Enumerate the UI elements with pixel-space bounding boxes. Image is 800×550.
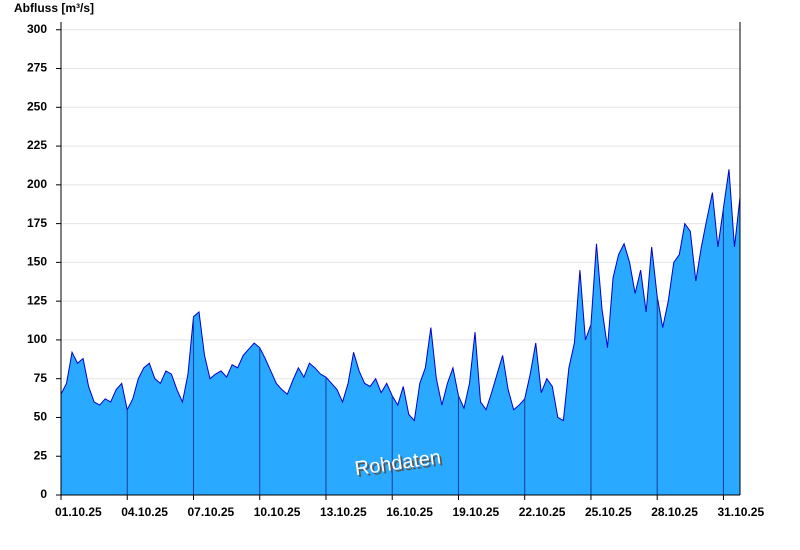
x-tick-label: 28.10.25	[651, 505, 698, 519]
y-tick-label: 125	[27, 293, 47, 307]
y-tick-label: 150	[27, 255, 47, 269]
line	[60, 169, 741, 422]
y-tick-label: 0	[40, 487, 47, 501]
y-tick-label: 300	[27, 22, 47, 36]
y-tick-label: 250	[27, 99, 47, 113]
x-tick-label: 01.10.25	[55, 505, 102, 519]
y-tick-label: 225	[27, 138, 47, 152]
y-tick-label: 175	[27, 216, 47, 230]
y-tick-label: 200	[27, 177, 47, 191]
y-tick-label: 275	[27, 61, 47, 75]
x-tick-label: 25.10.25	[585, 505, 632, 519]
x-tick-label: 10.10.25	[254, 505, 301, 519]
x-tick-label: 07.10.25	[187, 505, 234, 519]
y-tick-label: 100	[27, 332, 47, 346]
x-tick-label: 19.10.25	[452, 505, 499, 519]
y-tick-label: 25	[34, 448, 48, 462]
x-tick-label: 13.10.25	[320, 505, 367, 519]
x-tick-label: 04.10.25	[121, 505, 168, 519]
y-tick-label: 50	[34, 410, 48, 424]
y-axis-label: Abfluss [m³/s]	[14, 1, 94, 15]
y-tick-label: 75	[34, 371, 48, 385]
area	[61, 169, 740, 495]
x-tick-label: 16.10.25	[386, 505, 433, 519]
x-tick-label: 31.10.25	[717, 505, 764, 519]
x-tick-label: 22.10.25	[519, 505, 566, 519]
